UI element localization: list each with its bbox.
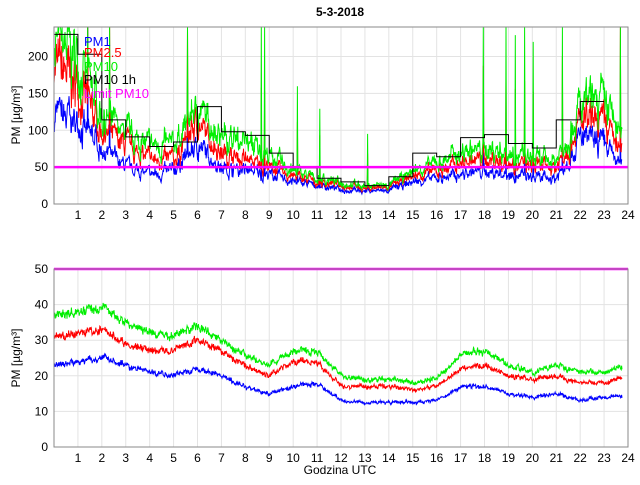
x-tick-label: 20 xyxy=(526,451,540,465)
y-tick-label: 0 xyxy=(41,440,48,454)
series-line-pm1 xyxy=(53,26,623,196)
x-tick-label: 10 xyxy=(286,208,300,222)
x-tick-label: 15 xyxy=(406,451,420,465)
x-tick-label: 11 xyxy=(311,451,324,465)
x-tick-label: 21 xyxy=(550,208,564,222)
y-tick-label: 30 xyxy=(35,333,49,347)
x-tick-label: 5 xyxy=(170,451,177,465)
series-line-pm10-1h xyxy=(54,33,605,187)
x-tick-label: 6 xyxy=(194,208,201,222)
x-tick-label: 14 xyxy=(382,451,396,465)
x-tick-label: 16 xyxy=(430,451,444,465)
axes-box xyxy=(53,26,629,205)
x-tick-label: 4 xyxy=(146,208,153,222)
axes-box xyxy=(53,268,629,448)
series-line-pm25 xyxy=(53,26,623,194)
x-tick-label: 12 xyxy=(334,208,348,222)
x-tick-label: 23 xyxy=(597,451,611,465)
x-tick-label: 1 xyxy=(75,451,82,465)
legend-limit-pm10: Limit PM10 xyxy=(84,86,149,101)
x-tick-label: 18 xyxy=(478,451,492,465)
x-tick-label: 10 xyxy=(286,451,300,465)
x-axis-label: Godzina UTC xyxy=(304,463,377,477)
y-tick-label: 20 xyxy=(35,369,49,383)
x-tick-label: 22 xyxy=(573,208,587,222)
x-tick-label: 3 xyxy=(122,208,129,222)
x-tick-label: 13 xyxy=(358,451,372,465)
x-tick-label: 17 xyxy=(454,208,468,222)
y-tick-label: 200 xyxy=(28,50,48,64)
y-tick-label: 0 xyxy=(41,197,48,211)
y-tick-label: 50 xyxy=(35,160,49,174)
legend: PM1 PM2.5 PM10 PM10 1h Limit PM10 xyxy=(84,34,149,101)
series-line-pm10 xyxy=(53,302,623,386)
x-tick-label: 23 xyxy=(597,208,611,222)
top-axes: 1 2 3 4 5 6 7 8 9 10 11 12 13 14 15 16 17 18 19 20 21 22 23 240… xyxy=(28,26,635,222)
bottom-y-axis-label: PM [µg/m³] xyxy=(9,329,23,388)
series-line-pm1 xyxy=(53,352,623,407)
top-y-axis-label: PM [µg/m³] xyxy=(9,86,23,145)
x-tick-label: 8 xyxy=(242,451,249,465)
y-tick-label: 10 xyxy=(35,404,49,418)
bottom-axes: 1 2 3 4 5 6 7 8 9 10 11 12 13 14 15 16 17 18 19 20 21 22 23 240… xyxy=(35,262,635,465)
x-tick-label: 8 xyxy=(242,208,249,222)
x-tick-label: 2 xyxy=(98,451,105,465)
x-tick-label: 9 xyxy=(266,208,273,222)
x-tick-label: 12 xyxy=(334,451,348,465)
x-tick-label: 6 xyxy=(194,451,201,465)
legend-pm10: PM10 xyxy=(84,59,118,74)
x-tick-label: 16 xyxy=(430,208,444,222)
x-tick-label: 7 xyxy=(218,208,225,222)
x-tick-label: 11 xyxy=(311,208,324,222)
x-tick-label: 17 xyxy=(454,451,468,465)
x-tick-label: 19 xyxy=(502,208,516,222)
x-tick-label: 13 xyxy=(358,208,372,222)
x-tick-label: 24 xyxy=(621,208,635,222)
legend-pm10-1h: PM10 1h xyxy=(84,72,136,87)
y-tick-label: 50 xyxy=(35,262,49,276)
x-tick-label: 4 xyxy=(146,451,153,465)
x-tick-label: 14 xyxy=(382,208,396,222)
y-tick-label: 150 xyxy=(28,86,48,100)
legend-pm1: PM1 xyxy=(84,34,111,49)
y-tick-label: 100 xyxy=(28,123,48,137)
x-tick-label: 18 xyxy=(478,208,492,222)
x-tick-label: 15 xyxy=(406,208,420,222)
x-tick-label: 24 xyxy=(621,451,635,465)
chart-title: 5-3-2018 xyxy=(316,5,364,19)
x-tick-label: 7 xyxy=(218,451,225,465)
x-tick-label: 20 xyxy=(526,208,540,222)
legend-pm25: PM2.5 xyxy=(84,45,122,60)
x-tick-label: 3 xyxy=(122,451,129,465)
x-tick-label: 9 xyxy=(266,451,273,465)
x-tick-label: 5 xyxy=(170,208,177,222)
x-tick-label: 19 xyxy=(502,451,516,465)
series-line-pm25 xyxy=(53,324,623,394)
x-tick-label: 21 xyxy=(550,451,564,465)
y-tick-label: 40 xyxy=(35,298,49,312)
x-tick-label: 22 xyxy=(573,451,587,465)
x-tick-label: 1 xyxy=(75,208,82,222)
x-tick-label: 2 xyxy=(98,208,105,222)
